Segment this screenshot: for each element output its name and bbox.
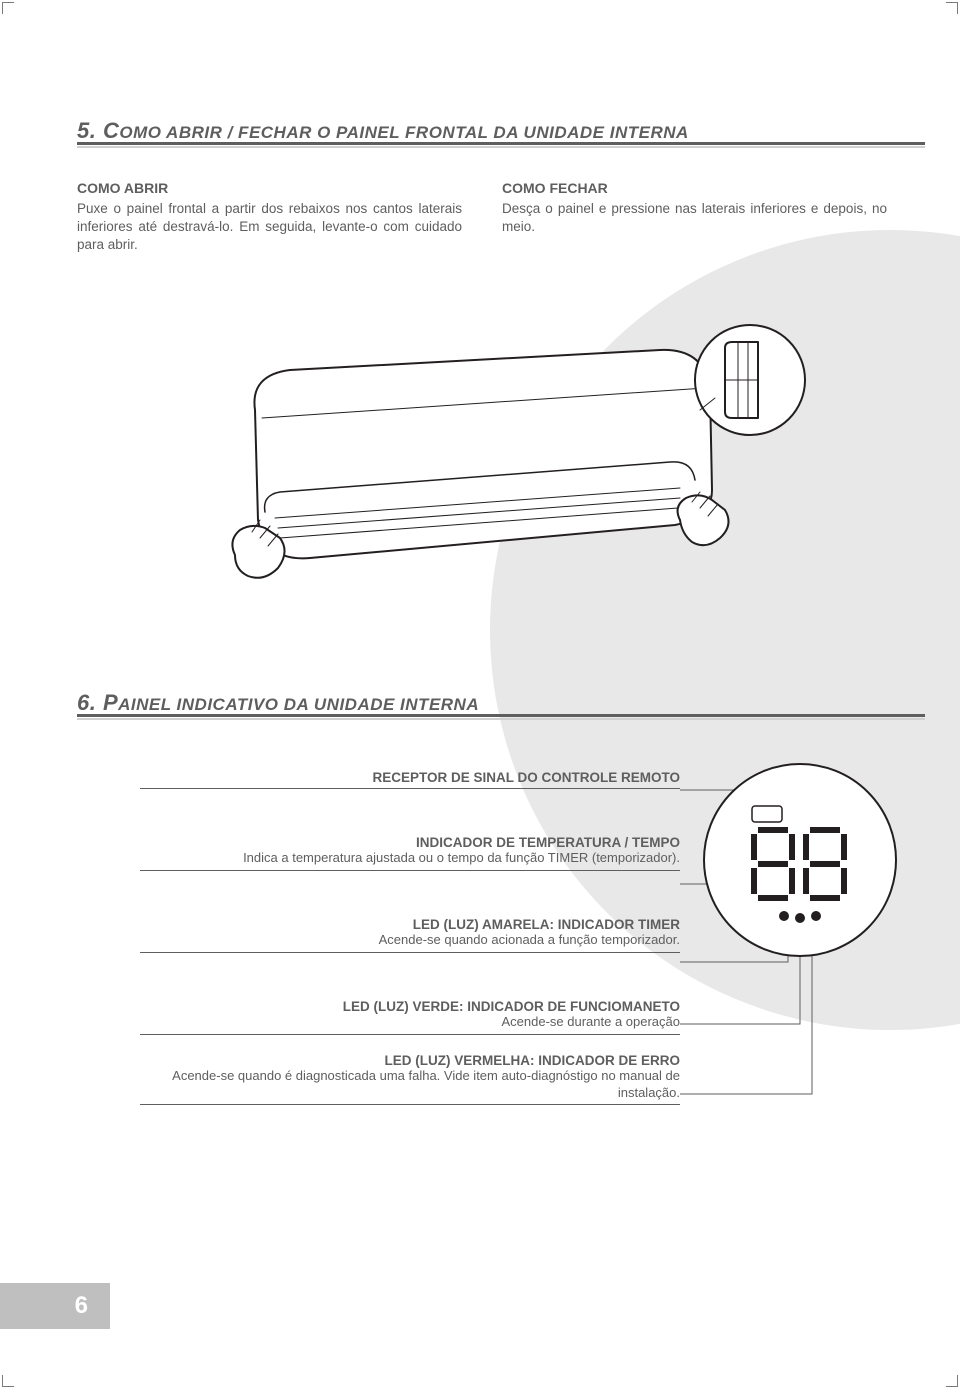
section-6-number: 6. P [77,690,118,715]
label-indicador-temp: INDICADOR DE TEMPERATURA / TEMPO Indica … [140,835,680,871]
column-abrir: COMO ABRIR Puxe o painel frontal a parti… [77,180,462,255]
section-5-number: 5. C [77,118,119,143]
label-receptor: RECEPTOR DE SINAL DO CONTROLE REMOTO [140,770,680,789]
crop-mark [940,2,958,20]
abrir-body: Puxe o painel frontal a partir dos rebai… [77,200,462,255]
indicator-panel-illustration [700,760,900,960]
section-6-title: AINEL INDICATIVO DA UNIDADE INTERNA [118,695,479,714]
label-led-vermelha: LED (LUZ) VERMELHA: INDICADOR DE ERRO Ac… [140,1053,680,1106]
crop-mark [940,1369,958,1387]
column-fechar: COMO FECHAR Desça o painel e pressione n… [502,180,887,255]
label-led-amarela: LED (LUZ) AMARELA: INDICADOR TIMER Acend… [140,917,680,953]
page-number: 6 [75,1292,88,1320]
abrir-heading: COMO ABRIR [77,180,462,196]
section-6-header: 6. PAINEL INDICATIVO DA UNIDADE INTERNA [77,690,925,720]
fechar-body: Desça o painel e pressione nas laterais … [502,200,887,236]
ac-unit-illustration [180,320,820,620]
section-5-title: OMO ABRIR / FECHAR O PAINEL FRONTAL DA U… [119,123,688,142]
crop-mark [2,2,20,20]
page-number-badge: 6 [0,1283,110,1329]
crop-mark [2,1369,20,1387]
fechar-heading: COMO FECHAR [502,180,887,196]
section-5-header: 5. COMO ABRIR / FECHAR O PAINEL FRONTAL … [77,118,925,148]
panel-labels: RECEPTOR DE SINAL DO CONTROLE REMOTO IND… [140,770,680,1105]
label-led-verde: LED (LUZ) VERDE: INDICADOR DE FUNCIOMANE… [140,999,680,1035]
section-5-columns: COMO ABRIR Puxe o painel frontal a parti… [77,180,887,255]
